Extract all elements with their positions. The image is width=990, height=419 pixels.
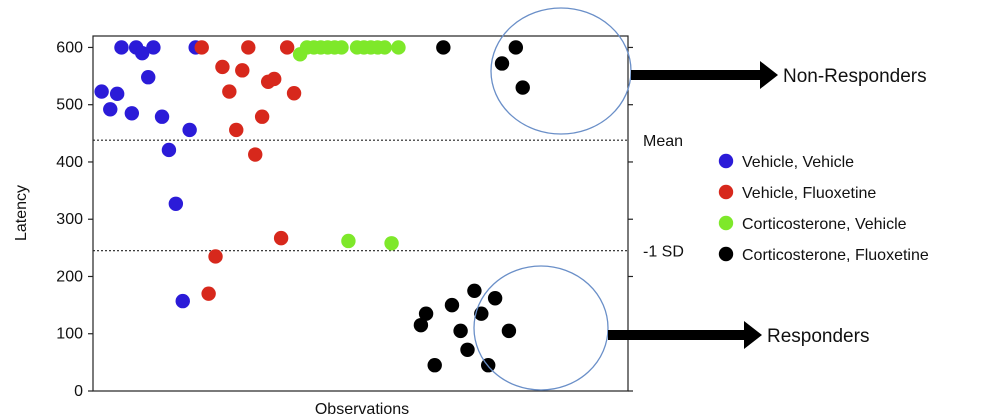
data-point <box>334 40 349 55</box>
data-point <box>103 102 118 117</box>
data-point <box>279 40 295 55</box>
reference-lines: Mean -1 SD <box>93 133 684 261</box>
data-point <box>124 106 140 121</box>
data-point <box>413 317 429 333</box>
data-point <box>154 109 170 124</box>
data-point <box>168 196 184 211</box>
data-point <box>194 40 209 55</box>
data-point <box>460 342 475 357</box>
legend-label: Vehicle, Fluoxetine <box>742 185 876 202</box>
data-point <box>418 306 434 321</box>
data-point <box>286 86 302 101</box>
data-point <box>141 70 156 85</box>
non-responders-arrow <box>631 61 778 89</box>
plot-area <box>92 35 629 392</box>
y-tick-label: 600 <box>56 39 83 56</box>
y-tick-label: 100 <box>56 326 83 343</box>
reference-line-label: -1 SD <box>643 244 684 261</box>
data-point <box>134 45 150 61</box>
data-point <box>487 291 503 306</box>
data-point <box>215 59 230 75</box>
data-point <box>341 233 356 249</box>
y-tick-label: 500 <box>56 97 83 114</box>
data-point <box>427 358 442 373</box>
data-point <box>508 40 524 55</box>
data-point <box>109 86 125 102</box>
responders-circle <box>473 265 609 391</box>
data-point <box>515 80 530 95</box>
data-point <box>254 109 270 124</box>
data-point <box>267 71 282 87</box>
data-point <box>241 40 256 55</box>
x-axis-title: Observations <box>315 401 409 418</box>
legend-marker <box>718 246 734 262</box>
non-responders-label: Non-Responders <box>783 66 927 87</box>
data-point <box>248 147 263 162</box>
data-point <box>161 142 177 158</box>
data-point <box>175 293 190 309</box>
data-point <box>273 230 289 246</box>
y-axis-title: Latency <box>13 185 30 241</box>
y-axis: 0 100 200 300 400 500 600 <box>56 39 633 400</box>
data-point <box>201 286 216 301</box>
legend: Vehicle, Vehicle Vehicle, Fluoxetine Corti… <box>718 153 929 264</box>
data-point <box>208 249 223 264</box>
legend-label: Corticosterone, Fluoxetine <box>742 247 929 264</box>
data-point <box>114 40 129 55</box>
data-point <box>229 122 244 138</box>
data-point <box>467 283 482 298</box>
legend-label: Corticosterone, Vehicle <box>742 216 907 233</box>
data-point <box>474 306 489 321</box>
data-point <box>453 323 468 339</box>
data-point <box>222 84 237 99</box>
data-point <box>384 236 399 251</box>
responders-label: Responders <box>767 326 869 347</box>
legend-marker <box>718 184 734 200</box>
data-point <box>146 40 161 55</box>
legend-label: Vehicle, Vehicle <box>742 154 854 171</box>
y-tick-label: 400 <box>56 154 83 171</box>
y-tick-label: 0 <box>74 383 83 400</box>
legend-marker <box>718 215 734 231</box>
data-point <box>436 40 451 55</box>
responders-arrow <box>608 321 762 349</box>
data-point <box>501 323 517 339</box>
data-point <box>494 56 510 71</box>
data-point <box>391 40 406 55</box>
legend-marker <box>718 153 734 169</box>
data-point <box>94 84 109 99</box>
y-tick-label: 200 <box>56 268 83 285</box>
data-point <box>444 297 460 313</box>
data-point <box>182 122 197 138</box>
reference-line-label: Mean <box>643 133 683 150</box>
data-point <box>377 40 392 55</box>
data-point <box>235 63 250 78</box>
y-tick-label: 300 <box>56 211 83 228</box>
